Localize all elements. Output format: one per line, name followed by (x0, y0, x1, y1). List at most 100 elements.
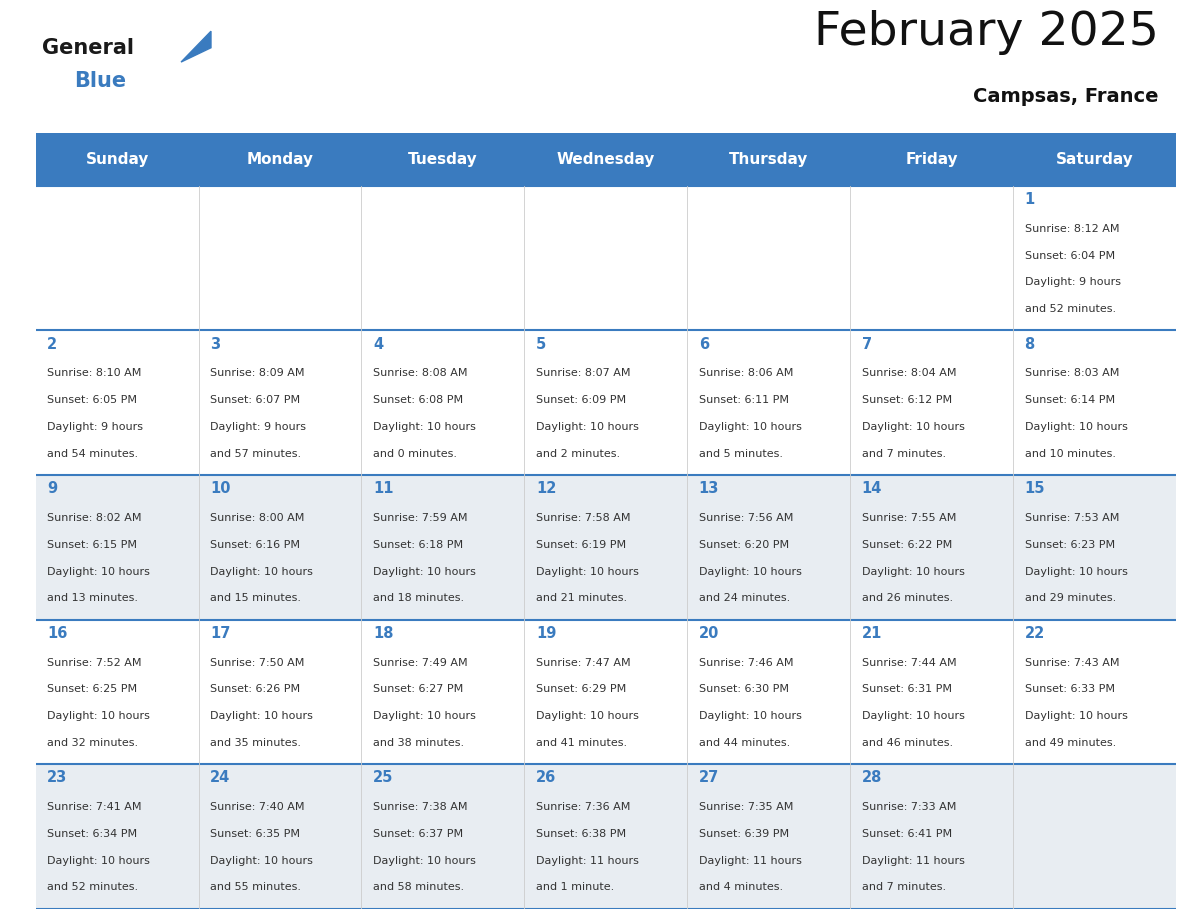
Bar (36, 133, 1176, 185)
Text: 14: 14 (861, 481, 881, 497)
Text: Saturday: Saturday (1056, 152, 1133, 167)
Text: Sunrise: 7:41 AM: Sunrise: 7:41 AM (48, 802, 141, 812)
Text: Daylight: 10 hours: Daylight: 10 hours (536, 711, 639, 722)
Text: Sunset: 6:23 PM: Sunset: 6:23 PM (1024, 540, 1114, 550)
Text: Daylight: 11 hours: Daylight: 11 hours (861, 856, 965, 866)
Text: Sunrise: 7:35 AM: Sunrise: 7:35 AM (699, 802, 794, 812)
Text: Daylight: 10 hours: Daylight: 10 hours (373, 422, 475, 432)
Text: 12: 12 (536, 481, 556, 497)
Text: 25: 25 (373, 770, 393, 786)
Text: Sunset: 6:18 PM: Sunset: 6:18 PM (373, 540, 463, 550)
Text: Campsas, France: Campsas, France (973, 87, 1158, 106)
Text: Sunrise: 8:09 AM: Sunrise: 8:09 AM (210, 368, 304, 378)
Text: and 46 minutes.: and 46 minutes. (861, 738, 953, 748)
Polygon shape (181, 31, 211, 62)
Text: 8: 8 (1024, 337, 1035, 352)
Text: Daylight: 10 hours: Daylight: 10 hours (373, 711, 475, 722)
Bar (36, 764, 1176, 909)
Text: Sunset: 6:35 PM: Sunset: 6:35 PM (210, 829, 301, 839)
Text: Sunrise: 8:04 AM: Sunrise: 8:04 AM (861, 368, 956, 378)
Text: Sunset: 6:05 PM: Sunset: 6:05 PM (48, 396, 137, 405)
Text: Sunset: 6:19 PM: Sunset: 6:19 PM (536, 540, 626, 550)
Text: 3: 3 (210, 337, 220, 352)
Text: Sunset: 6:25 PM: Sunset: 6:25 PM (48, 685, 137, 694)
Text: 17: 17 (210, 626, 230, 641)
Bar (36, 620, 1176, 764)
Text: and 13 minutes.: and 13 minutes. (48, 593, 138, 603)
Text: and 1 minute.: and 1 minute. (536, 882, 614, 892)
Text: 23: 23 (48, 770, 68, 786)
Text: Sunset: 6:26 PM: Sunset: 6:26 PM (210, 685, 301, 694)
Text: Daylight: 10 hours: Daylight: 10 hours (1024, 566, 1127, 577)
Text: Sunset: 6:30 PM: Sunset: 6:30 PM (699, 685, 789, 694)
Text: 10: 10 (210, 481, 230, 497)
Text: 9: 9 (48, 481, 57, 497)
Text: and 15 minutes.: and 15 minutes. (210, 593, 301, 603)
Text: Friday: Friday (905, 152, 958, 167)
Text: and 38 minutes.: and 38 minutes. (373, 738, 465, 748)
Text: Sunday: Sunday (86, 152, 148, 167)
Text: Sunrise: 8:08 AM: Sunrise: 8:08 AM (373, 368, 467, 378)
Text: Sunrise: 7:38 AM: Sunrise: 7:38 AM (373, 802, 467, 812)
Text: Sunset: 6:04 PM: Sunset: 6:04 PM (1024, 251, 1114, 261)
Text: Sunset: 6:29 PM: Sunset: 6:29 PM (536, 685, 626, 694)
Text: Sunrise: 7:56 AM: Sunrise: 7:56 AM (699, 513, 794, 523)
Text: Sunset: 6:38 PM: Sunset: 6:38 PM (536, 829, 626, 839)
Text: Sunset: 6:11 PM: Sunset: 6:11 PM (699, 396, 789, 405)
Text: Tuesday: Tuesday (409, 152, 478, 167)
Text: Sunset: 6:22 PM: Sunset: 6:22 PM (861, 540, 952, 550)
Text: Daylight: 9 hours: Daylight: 9 hours (210, 422, 307, 432)
Text: Daylight: 10 hours: Daylight: 10 hours (373, 856, 475, 866)
Text: 1: 1 (1024, 192, 1035, 207)
Text: and 29 minutes.: and 29 minutes. (1024, 593, 1116, 603)
Text: General: General (42, 38, 134, 58)
Text: Sunset: 6:07 PM: Sunset: 6:07 PM (210, 396, 301, 405)
Text: Daylight: 10 hours: Daylight: 10 hours (1024, 422, 1127, 432)
Text: Sunrise: 7:59 AM: Sunrise: 7:59 AM (373, 513, 467, 523)
Text: 18: 18 (373, 626, 393, 641)
Text: 16: 16 (48, 626, 68, 641)
Text: 21: 21 (861, 626, 881, 641)
Text: Sunrise: 7:55 AM: Sunrise: 7:55 AM (861, 513, 956, 523)
Text: and 7 minutes.: and 7 minutes. (861, 882, 946, 892)
Text: Daylight: 9 hours: Daylight: 9 hours (48, 422, 143, 432)
Text: Daylight: 10 hours: Daylight: 10 hours (699, 566, 802, 577)
Bar (36, 475, 1176, 620)
Text: Sunset: 6:15 PM: Sunset: 6:15 PM (48, 540, 137, 550)
Text: Daylight: 10 hours: Daylight: 10 hours (210, 856, 312, 866)
Text: Sunset: 6:12 PM: Sunset: 6:12 PM (861, 396, 952, 405)
Text: Sunrise: 7:33 AM: Sunrise: 7:33 AM (861, 802, 956, 812)
Text: Sunrise: 8:02 AM: Sunrise: 8:02 AM (48, 513, 141, 523)
Text: Daylight: 10 hours: Daylight: 10 hours (373, 566, 475, 577)
Text: 6: 6 (699, 337, 709, 352)
Text: Sunrise: 7:49 AM: Sunrise: 7:49 AM (373, 657, 468, 667)
Text: Daylight: 10 hours: Daylight: 10 hours (210, 711, 312, 722)
Text: and 10 minutes.: and 10 minutes. (1024, 449, 1116, 459)
Text: 22: 22 (1024, 626, 1045, 641)
Text: Sunrise: 7:43 AM: Sunrise: 7:43 AM (1024, 657, 1119, 667)
Text: 7: 7 (861, 337, 872, 352)
Text: and 52 minutes.: and 52 minutes. (48, 882, 138, 892)
Text: 19: 19 (536, 626, 556, 641)
Text: and 58 minutes.: and 58 minutes. (373, 882, 465, 892)
Text: Daylight: 11 hours: Daylight: 11 hours (536, 856, 639, 866)
Text: Thursday: Thursday (729, 152, 809, 167)
Text: Daylight: 10 hours: Daylight: 10 hours (210, 566, 312, 577)
Text: Sunrise: 8:00 AM: Sunrise: 8:00 AM (210, 513, 304, 523)
Text: 5: 5 (536, 337, 546, 352)
Text: Sunset: 6:09 PM: Sunset: 6:09 PM (536, 396, 626, 405)
Text: Sunrise: 8:06 AM: Sunrise: 8:06 AM (699, 368, 794, 378)
Text: Sunrise: 8:03 AM: Sunrise: 8:03 AM (1024, 368, 1119, 378)
Text: Daylight: 10 hours: Daylight: 10 hours (861, 711, 965, 722)
Text: and 52 minutes.: and 52 minutes. (1024, 304, 1116, 314)
Text: Daylight: 9 hours: Daylight: 9 hours (1024, 277, 1120, 287)
Text: and 2 minutes.: and 2 minutes. (536, 449, 620, 459)
Text: Daylight: 10 hours: Daylight: 10 hours (48, 566, 150, 577)
Text: and 54 minutes.: and 54 minutes. (48, 449, 138, 459)
Text: and 57 minutes.: and 57 minutes. (210, 449, 301, 459)
Text: Daylight: 10 hours: Daylight: 10 hours (536, 566, 639, 577)
Text: Sunrise: 8:10 AM: Sunrise: 8:10 AM (48, 368, 141, 378)
Text: Daylight: 10 hours: Daylight: 10 hours (1024, 711, 1127, 722)
Text: and 7 minutes.: and 7 minutes. (861, 449, 946, 459)
Text: Sunrise: 8:07 AM: Sunrise: 8:07 AM (536, 368, 631, 378)
